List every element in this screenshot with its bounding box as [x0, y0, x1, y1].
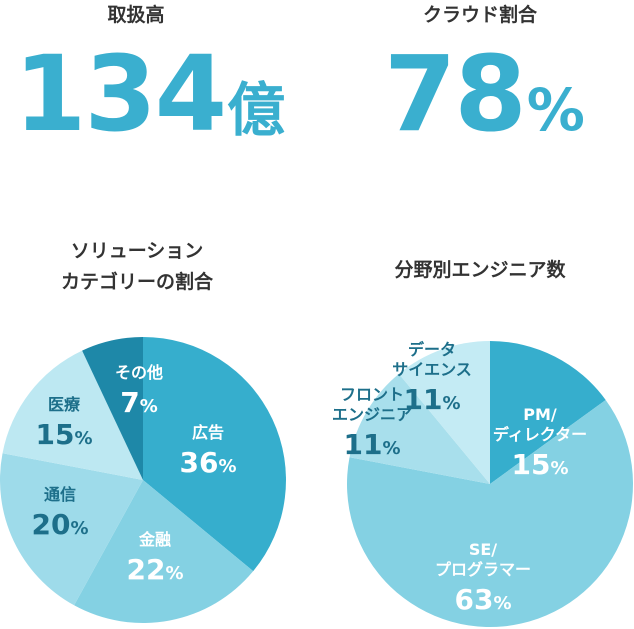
engineer-label-text-3-1: サイエンス [392, 360, 472, 379]
solution-slice-4 [82, 337, 143, 480]
engineer-value-1: 63% [454, 583, 511, 616]
solution-value-2: 20% [31, 508, 88, 541]
solution-slice-2 [0, 453, 143, 606]
engineer-value-2: 11% [343, 428, 400, 461]
solution-label-1: 金融 22% [126, 530, 183, 586]
solution-label-text-3-0: 医療 [48, 395, 81, 414]
solution-label-text-1-0: 金融 [138, 530, 171, 549]
engineer-value-3: 11% [403, 383, 460, 416]
engineer-label-text-1-1: プログラマー [435, 560, 531, 579]
engineer-slice-0 [490, 341, 606, 484]
solution-label-0: 広告 36% [179, 423, 236, 479]
engineer-chart-title: 分野別エンジニア数 [394, 259, 566, 281]
engineer-label-0: PM/ディレクター 15% [493, 405, 587, 481]
engineer-slice-2 [349, 373, 490, 484]
solution-value-3: 15% [35, 418, 92, 451]
solution-slice-3 [2, 350, 144, 480]
cloud-kpi-label: クラウド割合 [422, 4, 537, 26]
solution-label-text-4-0: その他 [115, 363, 163, 382]
solution-slice-0 [143, 337, 286, 572]
solution-value-0: 36% [179, 446, 236, 479]
engineer-label-text-0-0: PM/ [523, 405, 557, 424]
volume-kpi-label: 取扱高 [107, 4, 165, 26]
engineer-label-text-2-1: エンジニア [332, 405, 412, 424]
cloud-kpi-value: 78% [384, 42, 585, 146]
solution-slice-1 [74, 480, 254, 623]
solution-label-3: 医療 15% [35, 395, 92, 451]
solution-label-text-2-0: 通信 [44, 485, 76, 504]
solution-label-text-0-0: 広告 [192, 423, 224, 442]
engineer-label-text-2-0: フロント [340, 385, 404, 404]
engineer-label-text-0-1: ディレクター [493, 425, 587, 444]
engineer-slice-1 [346, 399, 633, 627]
volume-kpi-value: 134億 [14, 42, 285, 146]
solution-value-4: 7% [120, 386, 158, 419]
solution-value-1: 22% [126, 553, 183, 586]
engineer-label-1: SE/プログラマー 63% [435, 540, 531, 616]
volume-kpi-number: 134 [14, 33, 227, 155]
solution-chart-title: ソリューション カテゴリーの割合 [22, 236, 252, 298]
solution-chart-title-line2: カテゴリーの割合 [60, 271, 213, 293]
engineer-value-0: 15% [511, 448, 568, 481]
solution-label-4: その他 7% [115, 363, 163, 419]
engineer-label-text-3-0: データ [408, 340, 456, 359]
volume-kpi-unit: 億 [227, 76, 285, 144]
cloud-kpi-unit: % [526, 76, 585, 144]
cloud-kpi-number: 78 [384, 33, 527, 155]
solution-label-2: 通信 20% [31, 485, 88, 541]
engineer-slice-3 [398, 341, 490, 484]
engineer-label-text-1-0: SE/ [469, 540, 497, 559]
solution-chart-title-line1: ソリューション [70, 240, 204, 262]
